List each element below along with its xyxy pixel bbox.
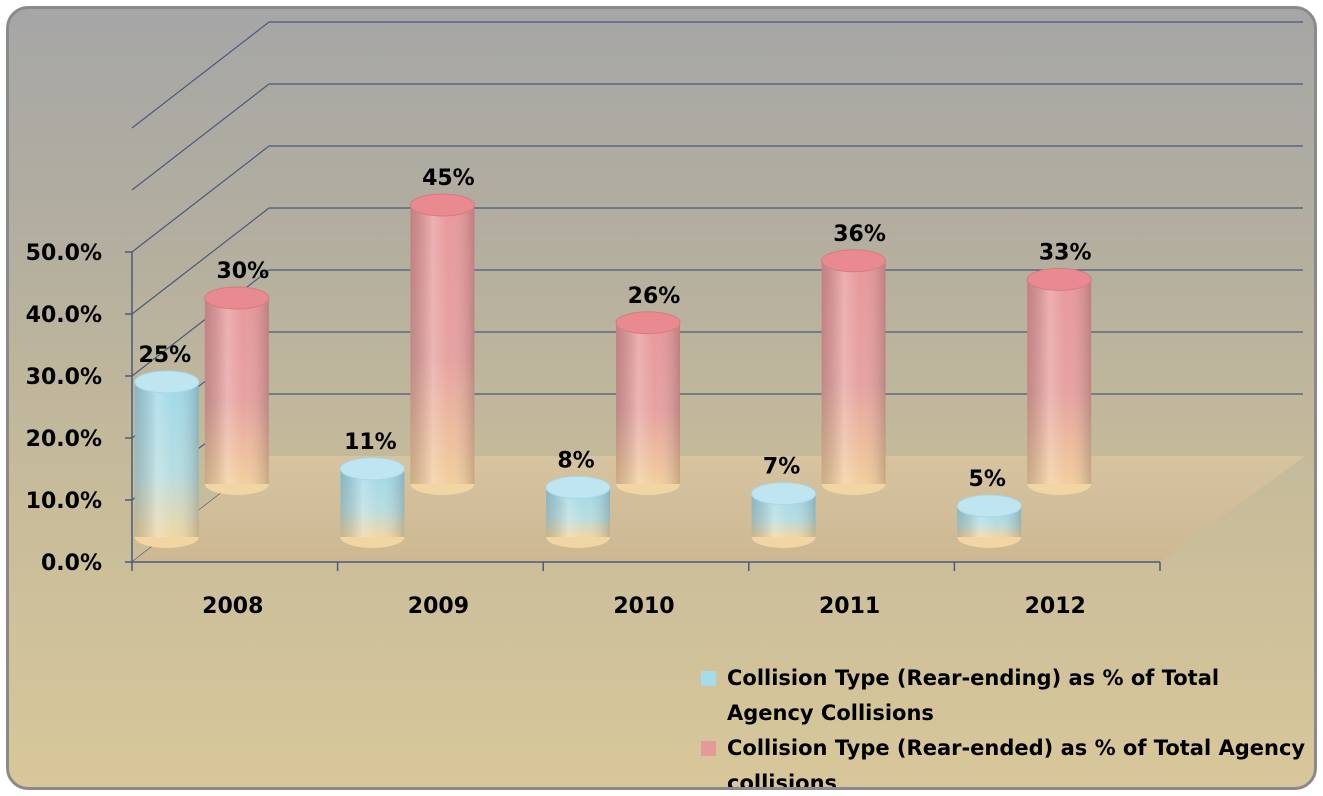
bar-shade xyxy=(410,205,475,484)
y-tick-label: 50.0% xyxy=(26,241,102,266)
chart-svg: 0.0%10.0%20.0%30.0%40.0%50.0% 2008 2009 20… xyxy=(26,21,1305,619)
legend-swatch-rear-ended xyxy=(701,741,716,756)
bars xyxy=(134,193,1092,548)
y-tick-label: 0.0% xyxy=(41,551,102,576)
x-tick-label: 2009 xyxy=(408,594,469,619)
bar-top xyxy=(1026,267,1092,291)
bar-rear-ending xyxy=(339,457,405,548)
data-label: 30% xyxy=(216,259,269,284)
bar-top xyxy=(204,286,270,310)
x-tick-label: 2011 xyxy=(819,594,880,619)
legend-item-rear-ended: Collision Type (Rear-ended) as % of Tota… xyxy=(701,731,1311,790)
y-tick-label: 40.0% xyxy=(26,303,102,328)
y-tick-label: 30.0% xyxy=(26,365,102,390)
data-label: 26% xyxy=(628,284,681,309)
gridline-side xyxy=(131,207,270,315)
bar-top xyxy=(956,494,1022,518)
bar-shade xyxy=(1027,279,1092,484)
data-label: 36% xyxy=(833,222,886,247)
y-tick-label: 20.0% xyxy=(26,427,102,452)
bar-top xyxy=(134,370,200,394)
chart-floor xyxy=(132,456,1305,562)
bar-rear-ending xyxy=(134,370,200,548)
y-axis: 0.0% 10.0% 20.0% 30.0% 40.0% 50.0% xyxy=(26,241,133,576)
floor-plane xyxy=(132,456,1305,562)
x-axis: 2008 2009 2010 2011 2012 xyxy=(131,561,1161,619)
data-label: 45% xyxy=(422,166,475,191)
data-label: 11% xyxy=(344,430,397,455)
data-label: 25% xyxy=(138,343,191,368)
gridline-side xyxy=(131,145,270,253)
bar-top xyxy=(545,475,611,499)
bar-top xyxy=(339,457,405,481)
data-label: 7% xyxy=(763,455,800,480)
x-tick-label: 2010 xyxy=(613,594,674,619)
data-label: 5% xyxy=(969,467,1006,492)
data-label: 33% xyxy=(1039,240,1092,265)
data-labels: 30% 45% 26% 36% 33% 25% 11% 8% 7% 5% xyxy=(138,166,1091,492)
bar-shade xyxy=(616,322,680,484)
x-tick-label: 2008 xyxy=(202,594,263,619)
bar-top xyxy=(821,249,887,273)
bar-rear-ending xyxy=(956,494,1022,548)
bar-rear-ending xyxy=(545,475,611,548)
bar-rear-ended xyxy=(821,249,887,495)
chart-frame: 0.0% 10.0% 20.0% 30.0% 40.0% 50.0% 2008 2009 20… xyxy=(6,6,1317,790)
gridline-side xyxy=(131,21,270,129)
data-label: 8% xyxy=(557,448,594,473)
bar-rear-ended xyxy=(204,286,270,495)
bar-shade xyxy=(204,298,269,484)
bar-top xyxy=(615,311,681,335)
legend: Collision Type (Rear-ending) as % of Tot… xyxy=(701,661,1311,790)
legend-item-rear-ending: Collision Type (Rear-ending) as % of Tot… xyxy=(701,661,1311,731)
bar-top xyxy=(409,193,475,217)
bar-rear-ended xyxy=(409,193,475,495)
x-tick-label: 2012 xyxy=(1025,594,1086,619)
bar-rear-ending xyxy=(751,482,817,548)
legend-label-rear-ended: Collision Type (Rear-ended) as % of Tota… xyxy=(727,736,1306,790)
bar-shade xyxy=(134,382,199,537)
bar-rear-ended xyxy=(1026,267,1092,495)
legend-swatch-rear-ending xyxy=(701,671,716,686)
bar-top xyxy=(751,482,817,506)
bar-shade xyxy=(821,260,886,484)
bar-rear-ended xyxy=(615,311,681,495)
gridline-side xyxy=(131,83,270,191)
legend-label-rear-ending: Collision Type (Rear-ending) as % of Tot… xyxy=(727,666,1220,725)
y-tick-label: 10.0% xyxy=(26,489,102,514)
